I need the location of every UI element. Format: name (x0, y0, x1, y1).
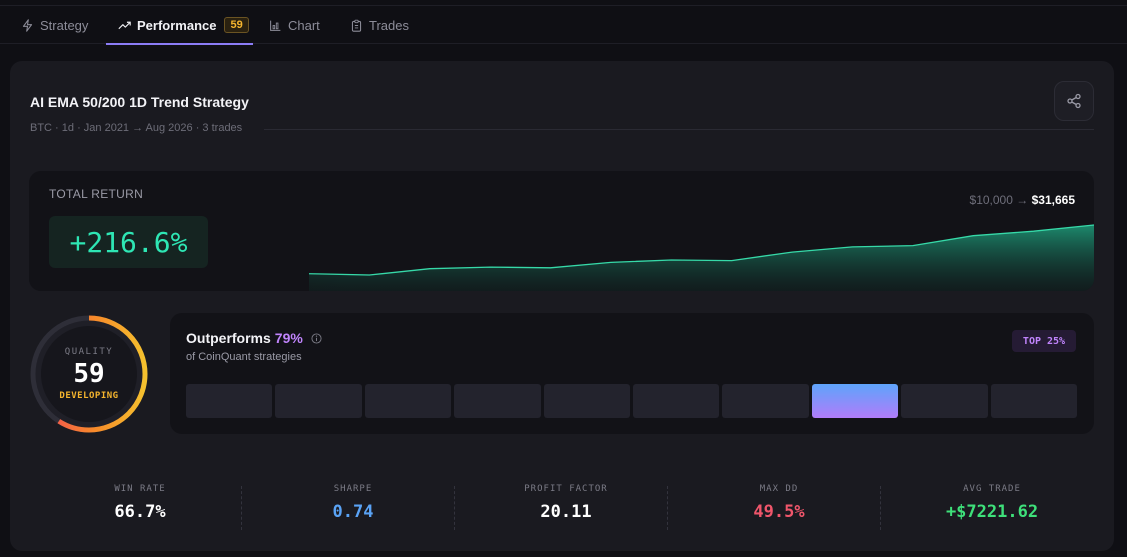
stat-value: +$7221.62 (945, 502, 1039, 522)
stat-divider (667, 486, 668, 530)
quality-gauge (30, 315, 148, 433)
quality-gauge-text: QUALITY 59 DEVELOPING (28, 313, 150, 435)
quality-label: QUALITY (64, 347, 114, 357)
bar-chart-icon (270, 20, 281, 31)
trending-up-icon (118, 21, 131, 29)
tab-trades-label: Trades (369, 17, 409, 33)
percentile-bar-active (811, 384, 899, 418)
total-return-value-box: +216.6% (49, 216, 208, 268)
stat-win-rate: WIN RATE 66.7% (40, 484, 240, 522)
info-icon[interactable] (311, 332, 322, 344)
tab-performance[interactable]: Performance 59 (106, 6, 253, 45)
outperforms-percent: 79% (274, 330, 303, 346)
stat-label: AVG TRADE (963, 484, 1021, 494)
stat-sharpe: SHARPE 0.74 (253, 484, 453, 522)
stat-label: PROFIT FACTOR (524, 484, 608, 494)
stat-divider (880, 486, 881, 530)
percentile-bar (901, 384, 988, 418)
outperforms-prefix: Outperforms (186, 330, 271, 346)
stat-label: SHARPE (333, 484, 373, 494)
tab-trades[interactable]: Trades (350, 6, 409, 44)
stat-value: 49.5% (753, 502, 805, 522)
total-return-value: +216.6% (69, 225, 188, 259)
stat-profit-factor: PROFIT FACTOR 20.11 (466, 484, 666, 522)
share-icon (1067, 93, 1081, 109)
stats-row: WIN RATE 66.7% SHARPE 0.74 PROFIT FACTOR… (40, 484, 1094, 532)
strategy-subtitle: BTC · 1d · Jan 2021 → Aug 2026 · 3 trade… (30, 122, 243, 134)
percentile-bar (454, 384, 541, 418)
stat-value: 20.11 (540, 502, 592, 522)
stat-value: 0.74 (332, 502, 374, 522)
outperforms-title: Outperforms 79% (186, 330, 322, 346)
bolt-icon (22, 18, 33, 32)
subtitle-divider (264, 129, 1094, 130)
quality-score: 59 (73, 359, 105, 389)
total-return-panel: TOTAL RETURN +216.6% $10,000 → $31,665 (29, 171, 1094, 291)
percentile-badge: TOP 25% (1012, 330, 1076, 352)
quality-gauge-arc (30, 315, 148, 433)
tab-chart-label: Chart (288, 17, 320, 33)
percentile-bar (275, 384, 362, 418)
stat-value: 66.7% (114, 502, 166, 522)
performance-score-badge: 59 (224, 17, 249, 33)
performance-card: AI EMA 50/200 1D Trend Strategy BTC · 1d… (10, 61, 1114, 551)
percentile-bar (364, 384, 452, 418)
percentile-bars (186, 384, 1077, 418)
stat-label: WIN RATE (114, 484, 166, 494)
share-button[interactable] (1054, 81, 1094, 121)
strategy-title: AI EMA 50/200 1D Trend Strategy (30, 94, 249, 110)
clipboard-icon (351, 19, 362, 32)
start-capital: $10,000 (969, 193, 1013, 207)
tab-strategy-label: Strategy (40, 17, 89, 33)
percentile-bar (722, 384, 809, 418)
total-return-label: TOTAL RETURN (49, 187, 144, 201)
percentile-bar (990, 384, 1077, 418)
stat-avg-trade: AVG TRADE +$7221.62 (892, 484, 1092, 522)
stat-max-dd: MAX DD 49.5% (679, 484, 879, 522)
stat-label: MAX DD (759, 484, 799, 494)
capital-range: $10,000 → $31,665 (970, 193, 1075, 207)
outperforms-panel: Outperforms 79% of CoinQuant strategies … (170, 313, 1094, 434)
percentile-bar (543, 384, 630, 418)
outperforms-subtitle: of CoinQuant strategies (186, 351, 302, 363)
top-border (0, 5, 1127, 6)
stat-divider (454, 486, 455, 530)
stat-divider (241, 486, 242, 530)
quality-status: DEVELOPING (59, 391, 119, 401)
arrow-right-icon: → (1016, 193, 1029, 207)
tab-performance-label: Performance (137, 17, 217, 33)
percentile-bar (186, 384, 273, 418)
tab-chart[interactable]: Chart (269, 6, 320, 44)
tab-bar: Strategy Performance 59 Chart Trades (0, 6, 1127, 45)
end-capital: $31,665 (1031, 193, 1075, 207)
tab-strategy[interactable]: Strategy (21, 6, 88, 44)
percentile-bar (633, 384, 720, 418)
